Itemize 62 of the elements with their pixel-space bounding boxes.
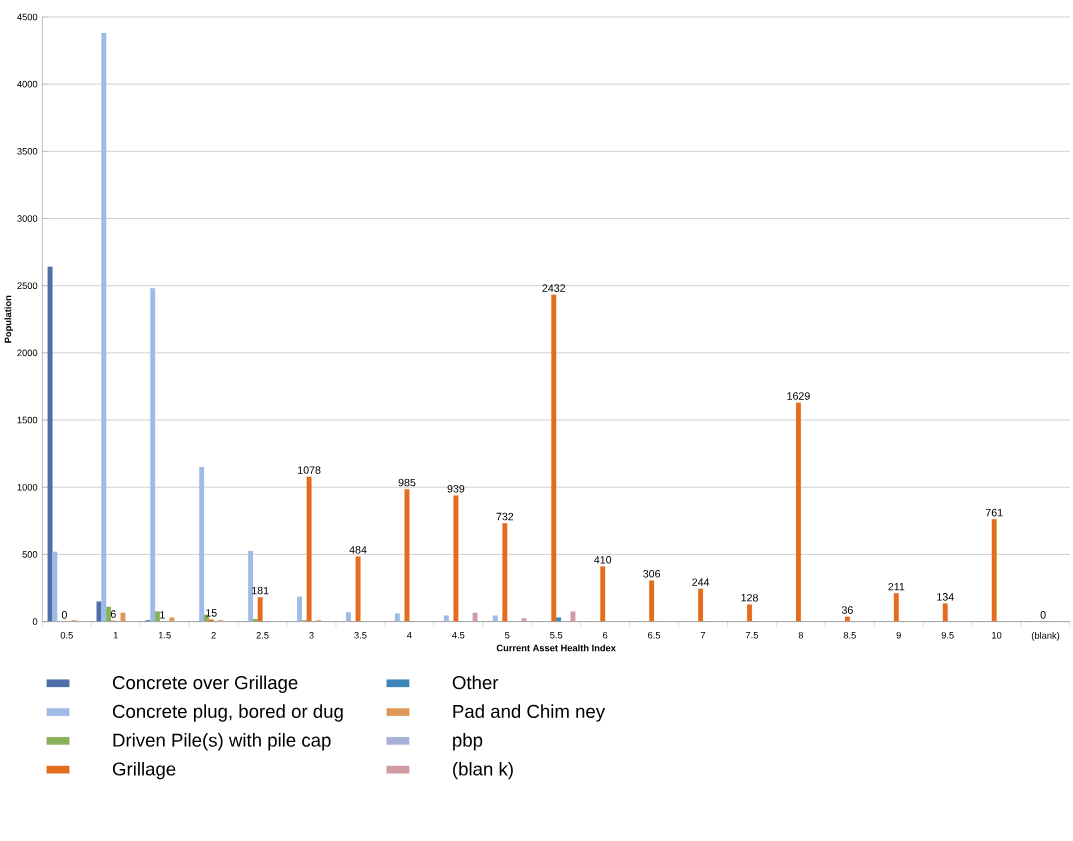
x-tick-label: 1: [113, 631, 118, 639]
data-label: 2432: [542, 284, 566, 292]
x-tick-label: 5.5: [550, 631, 563, 639]
data-label: 6: [110, 610, 116, 618]
x-tick-label: 6: [603, 631, 608, 639]
x-tick-label: 4.5: [452, 631, 465, 639]
y-tick-label: 3500: [17, 148, 38, 155]
x-tick-label: 7: [700, 631, 706, 639]
legend-label: Driven Pile(s) with pile cap: [113, 733, 331, 751]
y-tick-label: 0: [32, 618, 38, 625]
x-tick-label: 1.5: [158, 631, 171, 639]
data-label: 306: [643, 569, 661, 578]
y-axis-title: Population: [4, 295, 14, 343]
x-tick-label: 2.5: [256, 631, 269, 639]
x-tick-label: (blank): [1031, 631, 1060, 641]
x-tick-label: 9: [896, 631, 901, 639]
data-label: 1078: [298, 466, 321, 474]
data-label: 134: [937, 593, 954, 601]
legend-label: Other: [452, 675, 499, 690]
x-tick-label: 7.5: [745, 631, 758, 639]
x-tick-label: 2: [211, 631, 216, 639]
data-label: 761: [985, 508, 1003, 517]
data-label: 484: [349, 546, 367, 554]
data-label: 211: [888, 582, 905, 591]
x-tick-label: 6.5: [648, 631, 661, 639]
x-axis-title: Current Asset Health Index: [496, 644, 616, 652]
legend-label: Concrete plug, bored or dug: [112, 704, 343, 722]
y-tick-label: 4500: [17, 13, 38, 21]
data-label: 410: [594, 556, 612, 564]
data-label: 939: [447, 484, 465, 493]
legend-label: Pad and Chim ney: [453, 704, 606, 722]
data-label: 244: [692, 578, 710, 586]
data-label: 732: [496, 512, 514, 521]
y-tick-label: 500: [22, 551, 38, 558]
legend-label: Concrete over Grillage: [112, 675, 298, 693]
data-label: 36: [841, 606, 853, 614]
x-tick-label: 10: [992, 631, 1002, 639]
data-label: 0: [61, 611, 67, 619]
x-tick-label: 0.5: [60, 631, 73, 639]
x-tick-label: 4: [406, 631, 412, 639]
x-tick-label: 3: [309, 631, 314, 639]
legend-label: pbp: [453, 733, 483, 751]
y-tick-label: 2000: [17, 349, 38, 357]
data-label: 15: [206, 609, 217, 617]
y-tick-label: 2500: [17, 282, 38, 289]
data-label: 128: [741, 593, 758, 602]
data-label: 181: [252, 586, 269, 595]
x-tick-label: 9.5: [941, 631, 954, 639]
y-tick-label: 1000: [17, 483, 38, 491]
data-label: 0: [1040, 611, 1046, 619]
y-tick-label: 4000: [17, 80, 38, 88]
data-label: 1629: [787, 392, 810, 400]
x-tick-label: 8: [798, 631, 804, 639]
y-tick-label: 3000: [17, 215, 38, 222]
x-tick-label: 8.5: [843, 631, 856, 639]
x-tick-label: 3.5: [354, 631, 367, 639]
legend-label: (blan k): [453, 761, 513, 780]
data-label: 985: [398, 478, 416, 487]
data-label: 1: [160, 611, 165, 619]
x-tick-label: 5: [505, 631, 510, 639]
y-tick-label: 1500: [17, 416, 38, 424]
legend-label: Grillage: [112, 761, 176, 780]
